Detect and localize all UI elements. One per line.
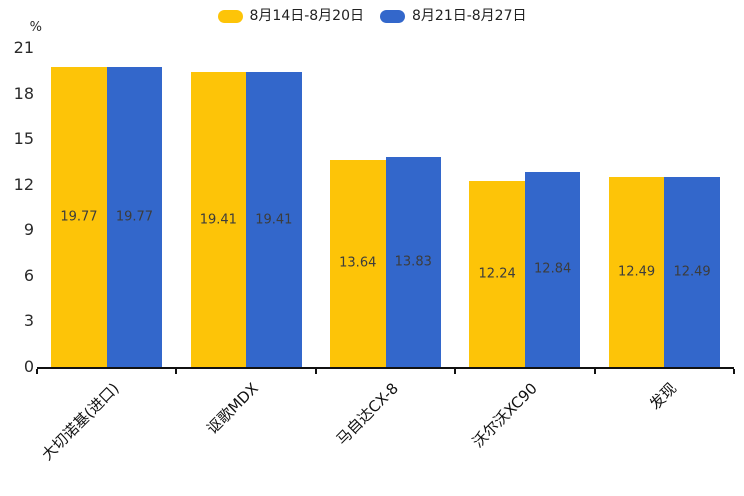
x-axis-category-label: 大切诺基(进口) bbox=[38, 379, 123, 464]
x-axis-tick bbox=[733, 369, 735, 374]
y-axis-tick-label: 12 bbox=[13, 174, 34, 194]
y-axis-tick-label: 3 bbox=[23, 311, 34, 331]
x-axis-category-label: 沃尔沃XC90 bbox=[468, 379, 541, 452]
bar bbox=[106, 66, 163, 367]
bar bbox=[246, 72, 302, 367]
bar bbox=[51, 66, 107, 367]
bar bbox=[469, 181, 525, 367]
bar-value-label: 12.84 bbox=[534, 261, 572, 277]
bar-value-label: 19.41 bbox=[255, 212, 293, 228]
bar bbox=[190, 72, 247, 367]
bar bbox=[385, 156, 441, 367]
bar-value-label: 12.49 bbox=[617, 264, 656, 280]
y-axis-tick-label: 9 bbox=[23, 220, 34, 240]
x-axis-line bbox=[37, 367, 734, 369]
x-axis-tick bbox=[36, 369, 38, 374]
y-axis-tick-label: 18 bbox=[13, 83, 34, 103]
legend-swatch-icon bbox=[380, 10, 405, 23]
y-axis-tick-label: 6 bbox=[23, 265, 34, 285]
legend-label: 8月14日-8月20日 bbox=[249, 8, 365, 24]
bar bbox=[608, 177, 665, 367]
legend-item[interactable]: 8月21日-8月27日 bbox=[380, 8, 527, 25]
x-axis-tick bbox=[454, 369, 457, 374]
x-axis-category-label: 马自达CX-8 bbox=[332, 379, 402, 449]
x-axis-tick bbox=[593, 369, 596, 374]
bar-value-label: 12.24 bbox=[478, 266, 516, 282]
bar bbox=[664, 177, 720, 367]
bar bbox=[330, 159, 386, 367]
bar-value-label: 12.49 bbox=[673, 264, 711, 280]
bar-value-label: 19.77 bbox=[60, 209, 98, 225]
bar-value-label: 13.83 bbox=[394, 254, 432, 270]
bar-value-label: 19.41 bbox=[199, 212, 237, 228]
bar-value-label: 13.64 bbox=[339, 255, 377, 271]
x-axis-tick bbox=[175, 369, 178, 374]
bar bbox=[524, 171, 581, 367]
legend-label: 8月21日-8月27日 bbox=[412, 8, 527, 24]
x-axis-category-label: 讴歌MDX bbox=[203, 379, 263, 438]
legend-swatch-icon bbox=[217, 10, 243, 23]
x-axis-category-label: 发现 bbox=[646, 379, 681, 414]
x-axis-tick bbox=[314, 369, 317, 374]
y-axis-tick-label: 15 bbox=[13, 129, 34, 149]
y-axis-tick-label: 0 bbox=[23, 357, 34, 376]
legend-item[interactable]: 8月14日-8月20日 bbox=[217, 8, 365, 25]
y-axis-tick-label: 21 bbox=[13, 38, 34, 57]
y-axis-unit-label: % bbox=[29, 20, 42, 35]
legend: 8月14日-8月20日 8月21日-8月27日 bbox=[0, 8, 744, 25]
bar-value-label: 19.77 bbox=[115, 209, 154, 225]
